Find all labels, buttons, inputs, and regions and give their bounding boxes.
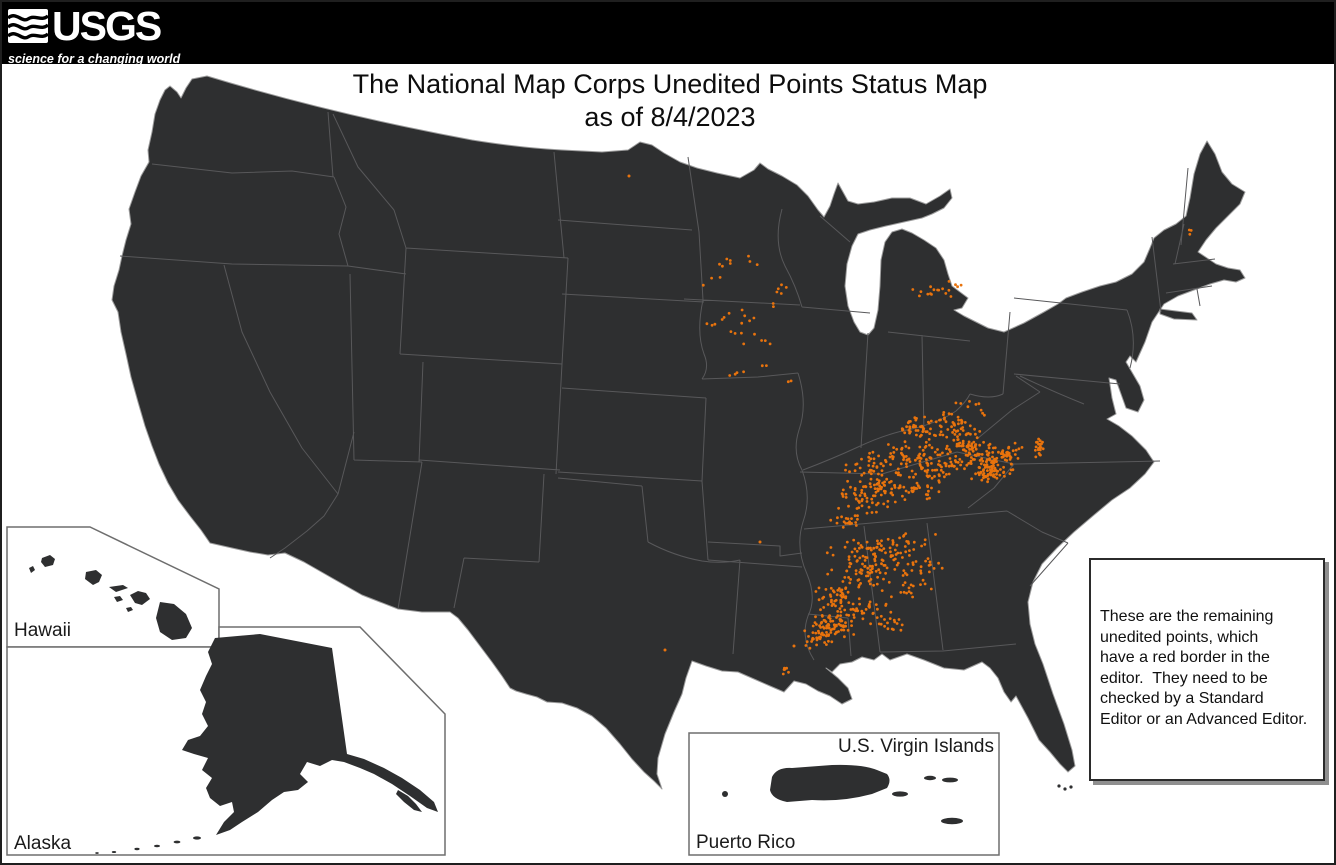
puerto-rico-inset: U.S. Virgin Islands Puerto Rico [688,732,1000,856]
long-island [1159,308,1198,321]
usgs-waves-icon [6,9,50,51]
header-bar: USGS science for a changing world [2,2,1334,66]
conus-landmass [111,75,1246,790]
hawaii-inset: Hawaii [6,526,220,648]
florida-keys [1057,784,1073,791]
virgin-islands-label: U.S. Virgin Islands [838,736,994,757]
puerto-rico-label: Puerto Rico [696,832,795,853]
puerto-rico-land [722,764,963,825]
usgs-wordmark: USGS [52,3,162,49]
note-text: These are the remaining unedited points, … [1100,608,1308,728]
alaska-label: Alaska [14,833,71,854]
hawaii-islands [29,555,192,640]
alaska-inset: Alaska [6,626,446,856]
note-box: These are the remaining unedited points, … [1089,558,1325,781]
alaska-land [95,634,438,854]
usgs-tagline: science for a changing world [8,52,181,66]
unedited-points-layer [310,174,1193,676]
hawaii-label: Hawaii [14,620,71,641]
usgs-logo: USGS science for a changing world [6,3,180,66]
